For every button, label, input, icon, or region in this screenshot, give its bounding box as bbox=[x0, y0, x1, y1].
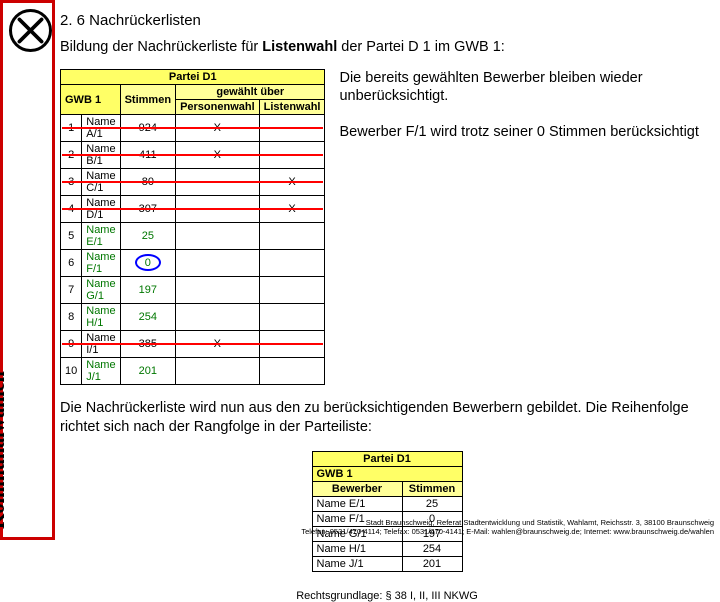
table-row: 2Name B/1411X bbox=[61, 142, 325, 169]
table-row: 7Name G/1197 bbox=[61, 277, 325, 304]
t1-col-personen: Personenwahl bbox=[176, 100, 260, 115]
table-row: Name E/125 bbox=[312, 496, 462, 511]
candidates-table: Partei D1GWB 1Stimmengewählt überPersone… bbox=[60, 69, 325, 385]
row-num: 1 bbox=[61, 115, 82, 142]
side-p2: Bewerber F/1 wird trotz seiner 0 Stimmen… bbox=[339, 123, 714, 141]
t1-gwb: GWB 1 bbox=[61, 85, 121, 115]
row-name: Name J/1 bbox=[312, 556, 402, 571]
table-row: Name H/1254 bbox=[312, 541, 462, 556]
upper-block: Partei D1GWB 1Stimmengewählt überPersone… bbox=[60, 69, 714, 385]
table-row: Name J/1201 bbox=[312, 556, 462, 571]
row-votes: 254 bbox=[402, 541, 462, 556]
table-row: 8Name H/1254 bbox=[61, 304, 325, 331]
footer-line2: Telefon: 0531/470-4114; Telefax: 0531/47… bbox=[301, 527, 714, 536]
row-personen bbox=[176, 358, 260, 385]
row-listen bbox=[259, 223, 325, 250]
row-listen bbox=[259, 115, 325, 142]
row-num: 4 bbox=[61, 196, 82, 223]
footer-line1: Stadt Braunschweig, Referat Stadtentwick… bbox=[301, 518, 714, 527]
row-name: Name E/1 bbox=[82, 223, 120, 250]
section-heading: 2. 6 Nachrückerlisten bbox=[60, 12, 714, 29]
table1-wrap: Partei D1GWB 1Stimmengewählt überPersone… bbox=[60, 69, 325, 385]
row-listen bbox=[259, 277, 325, 304]
row-votes: 411 bbox=[120, 142, 175, 169]
t2-party-header: Partei D1 bbox=[312, 451, 462, 466]
table-row: 1Name A/1924X bbox=[61, 115, 325, 142]
t1-party-header: Partei D1 bbox=[61, 70, 325, 85]
row-listen: X bbox=[259, 169, 325, 196]
row-votes: 25 bbox=[402, 496, 462, 511]
table-row: 4Name D/1307 X bbox=[61, 196, 325, 223]
t1-col-listen: Listenwahl bbox=[259, 100, 325, 115]
row-name: Name C/1 bbox=[82, 169, 120, 196]
result-table: Partei D1GWB 1BewerberStimmenName E/125N… bbox=[312, 451, 463, 572]
row-num: 5 bbox=[61, 223, 82, 250]
footer-contact: Stadt Braunschweig, Referat Stadtentwick… bbox=[301, 518, 714, 536]
row-name: Name G/1 bbox=[82, 277, 120, 304]
row-num: 8 bbox=[61, 304, 82, 331]
row-personen: X bbox=[176, 142, 260, 169]
row-personen bbox=[176, 250, 260, 277]
row-name: Name A/1 bbox=[82, 115, 120, 142]
row-personen: X bbox=[176, 331, 260, 358]
row-name: Name B/1 bbox=[82, 142, 120, 169]
row-votes: 80 bbox=[120, 169, 175, 196]
row-name: Name D/1 bbox=[82, 196, 120, 223]
sidebar-title: Kommunalwahlen bbox=[0, 371, 10, 529]
row-name: Name F/1 bbox=[82, 250, 120, 277]
row-votes: 254 bbox=[120, 304, 175, 331]
row-votes: 201 bbox=[402, 556, 462, 571]
row-personen bbox=[176, 277, 260, 304]
row-listen bbox=[259, 250, 325, 277]
t2-col-bewerber: Bewerber bbox=[312, 481, 402, 496]
row-personen: X bbox=[176, 115, 260, 142]
row-listen bbox=[259, 331, 325, 358]
t2-col-stimmen: Stimmen bbox=[402, 481, 462, 496]
row-name: Name H/1 bbox=[82, 304, 120, 331]
row-listen bbox=[259, 358, 325, 385]
row-votes: 307 bbox=[120, 196, 175, 223]
row-personen bbox=[176, 223, 260, 250]
row-votes: 25 bbox=[120, 223, 175, 250]
row-personen bbox=[176, 196, 260, 223]
row-votes: 201 bbox=[120, 358, 175, 385]
row-num: 3 bbox=[61, 169, 82, 196]
side-text: Die bereits gewählten Bewerber bleiben w… bbox=[339, 69, 714, 159]
row-personen bbox=[176, 304, 260, 331]
table-row: 9Name I/1385X bbox=[61, 331, 325, 358]
subtitle: Bildung der Nachrückerliste für Listenwa… bbox=[60, 39, 714, 55]
t2-gwb: GWB 1 bbox=[312, 466, 462, 481]
row-name: Name H/1 bbox=[312, 541, 402, 556]
row-num: 6 bbox=[61, 250, 82, 277]
row-name: Name E/1 bbox=[312, 496, 402, 511]
row-num: 10 bbox=[61, 358, 82, 385]
side-p1: Die bereits gewählten Bewerber bleiben w… bbox=[339, 69, 714, 105]
x-circle-icon bbox=[9, 9, 52, 52]
row-name: Name J/1 bbox=[82, 358, 120, 385]
legal-footnote: Rechtsgrundlage: § 38 I, II, III NKWG bbox=[60, 590, 714, 602]
row-votes: 385 bbox=[120, 331, 175, 358]
table-row: 6Name F/10 bbox=[61, 250, 325, 277]
table2-wrap: Partei D1GWB 1BewerberStimmenName E/125N… bbox=[60, 451, 714, 572]
row-num: 2 bbox=[61, 142, 82, 169]
main-content: 2. 6 Nachrückerlisten Bildung der Nachrü… bbox=[60, 12, 714, 602]
row-listen bbox=[259, 304, 325, 331]
row-listen bbox=[259, 142, 325, 169]
t1-elected-header: gewählt über bbox=[176, 85, 325, 100]
row-num: 9 bbox=[61, 331, 82, 358]
sidebar-white: Kommunalwahlen bbox=[3, 3, 52, 537]
table-row: 10Name J/1201 bbox=[61, 358, 325, 385]
table-row: 5Name E/125 bbox=[61, 223, 325, 250]
row-personen bbox=[176, 169, 260, 196]
row-votes: 924 bbox=[120, 115, 175, 142]
row-votes: 0 bbox=[120, 250, 175, 277]
lower-text: Die Nachrückerliste wird nun aus den zu … bbox=[60, 399, 714, 437]
row-num: 7 bbox=[61, 277, 82, 304]
row-votes: 197 bbox=[120, 277, 175, 304]
t1-col-stimmen: Stimmen bbox=[120, 85, 175, 115]
sidebar-red: Kommunalwahlen bbox=[0, 0, 55, 540]
row-listen: X bbox=[259, 196, 325, 223]
table-row: 3Name C/180 X bbox=[61, 169, 325, 196]
row-name: Name I/1 bbox=[82, 331, 120, 358]
